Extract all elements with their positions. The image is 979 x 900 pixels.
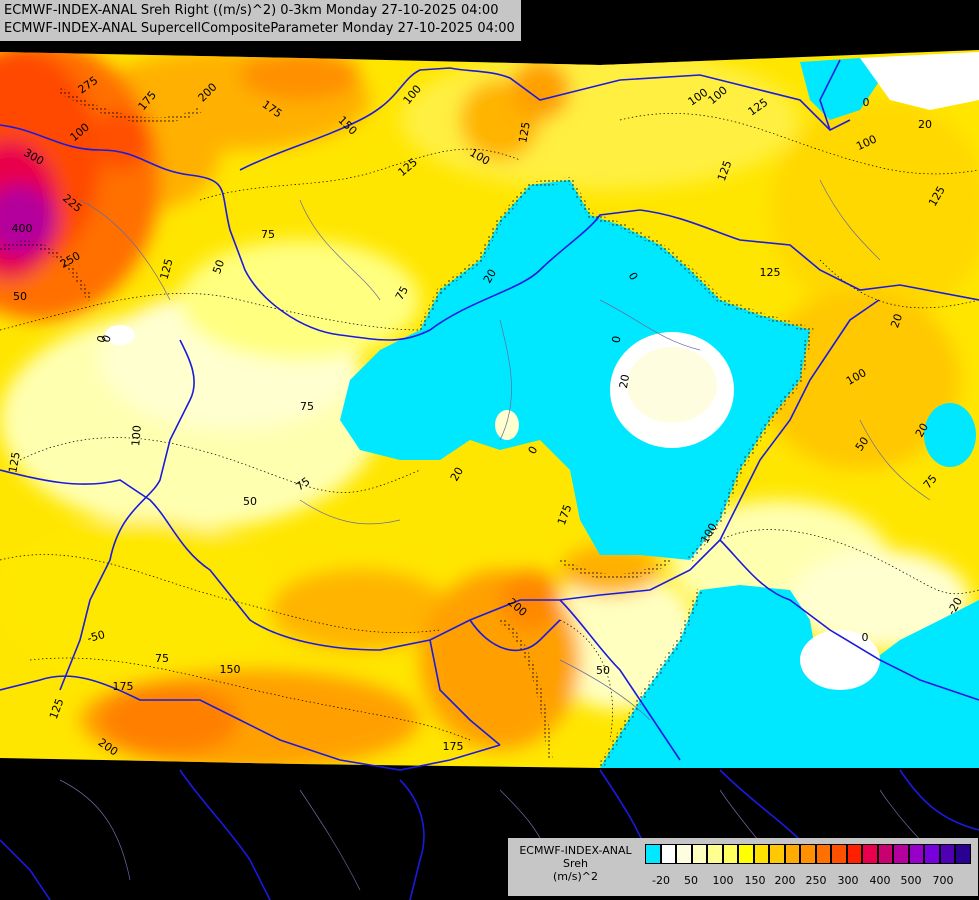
legend-swatches	[645, 844, 971, 864]
legend-tick-label: -20	[652, 874, 670, 887]
legend-swatch	[877, 844, 893, 864]
contour-label: 20	[481, 267, 499, 286]
legend-tick-label: 200	[774, 874, 796, 887]
contour-label: 20	[918, 118, 932, 131]
legend-swatch	[769, 844, 785, 864]
contour-label: 0	[610, 335, 624, 344]
contour-label: 125	[158, 257, 176, 281]
legend-swatch	[676, 844, 692, 864]
contour-label: 125	[760, 266, 781, 279]
contour-label: 20	[617, 373, 632, 389]
contour-label: 0	[99, 333, 114, 344]
legend-line-3: (m/s)^2	[553, 870, 598, 883]
contour-label: 20	[888, 312, 905, 330]
legend-tick-label: 700	[932, 874, 954, 887]
contour-label: 0	[863, 96, 870, 109]
legend-swatch	[753, 844, 769, 864]
color-legend: ECMWF-INDEX-ANAL Sreh (m/s)^2 -20 50 100 15…	[508, 838, 978, 896]
contour-label: 75	[155, 652, 169, 665]
cyan-spot-east	[924, 403, 976, 467]
legend-tick-label: 50	[684, 874, 698, 887]
contour-label: 50	[13, 290, 27, 303]
contour-label: 125	[6, 451, 22, 474]
contour-label: 75	[300, 400, 314, 413]
cyan-region-ne	[800, 58, 880, 120]
country-borders	[0, 59, 979, 771]
legend-swatch	[846, 844, 862, 864]
legend-swatch	[862, 844, 878, 864]
legend-line-2: Sreh	[562, 857, 588, 870]
legend-ticks: -20 50 100 150 200 250 300 400 500 700	[645, 874, 970, 888]
map-title-box: ECMWF-INDEX-ANAL Sreh Right ((m/s)^2) 0-…	[0, 0, 521, 41]
legend-swatch	[645, 844, 661, 864]
contour-label: 0	[94, 334, 108, 344]
contour-label: 150	[220, 663, 241, 676]
legend-swatch	[738, 844, 754, 864]
contour-label: 125	[516, 121, 532, 144]
contour-label: 100	[129, 425, 144, 447]
contour-label: 50	[210, 258, 227, 276]
legend-swatch	[800, 844, 816, 864]
cyan-region-south	[600, 585, 979, 768]
contour-label: 50	[596, 664, 610, 677]
legend-title: ECMWF-INDEX-ANAL Sreh (m/s)^2	[508, 844, 643, 883]
contour-label: 20	[448, 465, 466, 484]
legend-tick-label: 100	[712, 874, 734, 887]
legend-swatch	[893, 844, 909, 864]
sreh-field	[0, 50, 979, 768]
contour-label: 75	[261, 228, 275, 241]
legend-swatch	[660, 844, 676, 864]
contour-label: 75	[393, 284, 411, 303]
contour-label: -50	[86, 628, 107, 645]
title-line-2: ECMWF-INDEX-ANAL SupercellCompositeParam…	[4, 21, 515, 36]
legend-swatch	[831, 844, 847, 864]
title-line-1: ECMWF-INDEX-ANAL Sreh Right ((m/s)^2) 0-…	[4, 3, 499, 18]
legend-swatch	[955, 844, 971, 864]
legend-swatch	[908, 844, 924, 864]
contour-label: 175	[443, 740, 464, 753]
contour-label: 0	[862, 631, 869, 644]
legend-tick-label: 250	[805, 874, 827, 887]
legend-tick-label: 150	[744, 874, 766, 887]
legend-swatch	[815, 844, 831, 864]
legend-swatch	[691, 844, 707, 864]
legend-tick-label: 500	[900, 874, 922, 887]
contour-label: 400	[12, 222, 33, 235]
legend-swatch	[784, 844, 800, 864]
legend-tick-label: 300	[837, 874, 859, 887]
legend-swatch	[939, 844, 955, 864]
legend-line-1: ECMWF-INDEX-ANAL	[519, 844, 632, 857]
contour-label: 50	[243, 495, 257, 508]
legend-swatch	[722, 844, 738, 864]
legend-tick-label: 400	[869, 874, 891, 887]
contour-label: 175	[113, 680, 134, 693]
legend-swatch	[707, 844, 723, 864]
contour-label: 20	[913, 421, 931, 440]
legend-swatch	[924, 844, 940, 864]
